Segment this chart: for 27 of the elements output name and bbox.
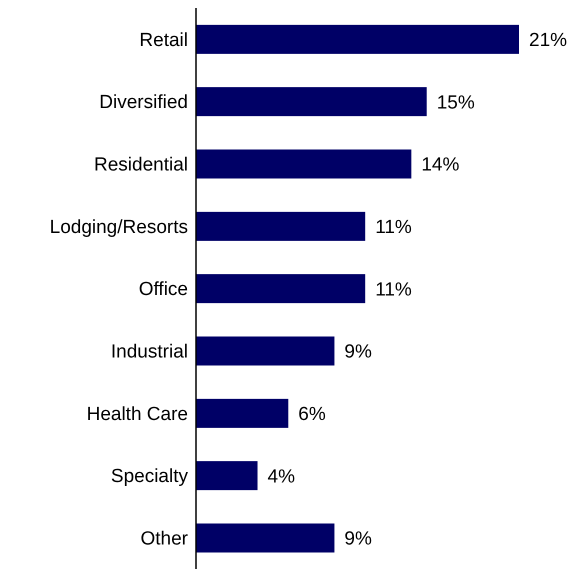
y-tick-label: Other — [140, 528, 189, 550]
bar — [196, 149, 412, 178]
y-tick-label: Retail — [139, 30, 188, 51]
bar — [196, 24, 519, 54]
data-label: 6% — [298, 404, 326, 426]
bar — [196, 398, 288, 428]
data-label: 11% — [375, 279, 412, 300]
data-label: 11% — [375, 217, 412, 238]
y-tick-label: Residential — [94, 154, 188, 176]
data-label: 14% — [421, 154, 460, 176]
y-tick-label: Industrial — [110, 342, 188, 363]
data-label: 4% — [268, 466, 296, 488]
bar — [196, 212, 366, 241]
data-label: 9% — [344, 342, 372, 363]
y-tick-label: Health Care — [86, 404, 188, 425]
y-tick-label: Diversified — [99, 92, 188, 114]
bar — [196, 87, 427, 116]
bar — [196, 336, 334, 366]
y-tick-label: Lodging/Resorts — [50, 216, 188, 238]
y-tick-label: Specialty — [110, 466, 188, 488]
bar — [196, 523, 334, 552]
bar — [196, 274, 366, 304]
data-label: 21% — [529, 30, 568, 52]
y-tick-label: Office — [138, 279, 188, 300]
data-label: 9% — [344, 528, 372, 550]
bar — [196, 461, 258, 490]
data-label: 15% — [436, 92, 475, 114]
